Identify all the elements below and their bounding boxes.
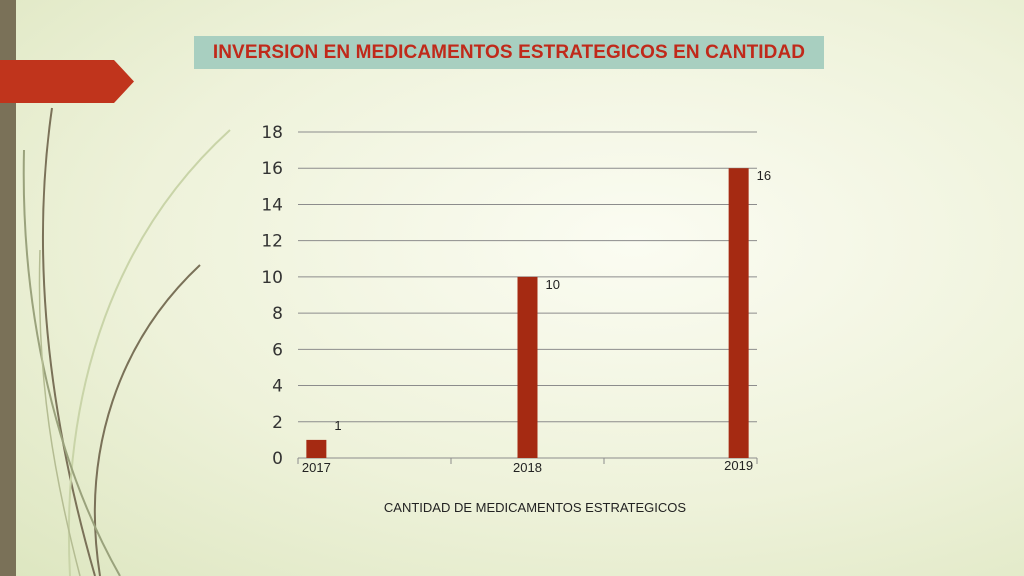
y-tick-label: 4 [272,377,283,397]
data-label: 1 [334,418,341,433]
y-tick-label: 6 [272,340,283,360]
y-tick-label: 12 [261,232,283,252]
x-tick-label: 2018 [513,460,542,475]
bars [306,168,749,458]
y-axis-ticks: 0 2 4 6 8 10 12 14 16 18 [261,123,283,469]
x-tick-label: 2017 [302,460,331,475]
y-tick-label: 14 [261,195,283,215]
data-labels: 1 10 16 [334,168,771,433]
bar [306,439,327,458]
y-tick-label: 18 [261,123,283,143]
decorative-swoosh [22,107,231,576]
data-label: 16 [757,168,771,183]
x-axis-ticks: 2017 2018 2019 [302,458,753,475]
x-tick-label: 2019 [724,458,753,473]
bar [517,276,538,458]
y-tick-label: 10 [261,268,283,288]
left-accent-bar [0,0,16,576]
chart-title: INVERSION EN MEDICAMENTOS ESTRATEGICOS E… [194,36,824,69]
data-label: 10 [546,277,560,292]
y-tick-label: 16 [261,159,283,179]
y-tick-label: 8 [272,304,283,324]
bar [728,168,749,458]
x-axis-title: CANTIDAD DE MEDICAMENTOS ESTRATEGICOS [383,500,687,515]
y-tick-label: 2 [272,413,283,433]
decorative-arrow-tab [0,60,134,103]
y-tick-label: 0 [272,449,283,469]
